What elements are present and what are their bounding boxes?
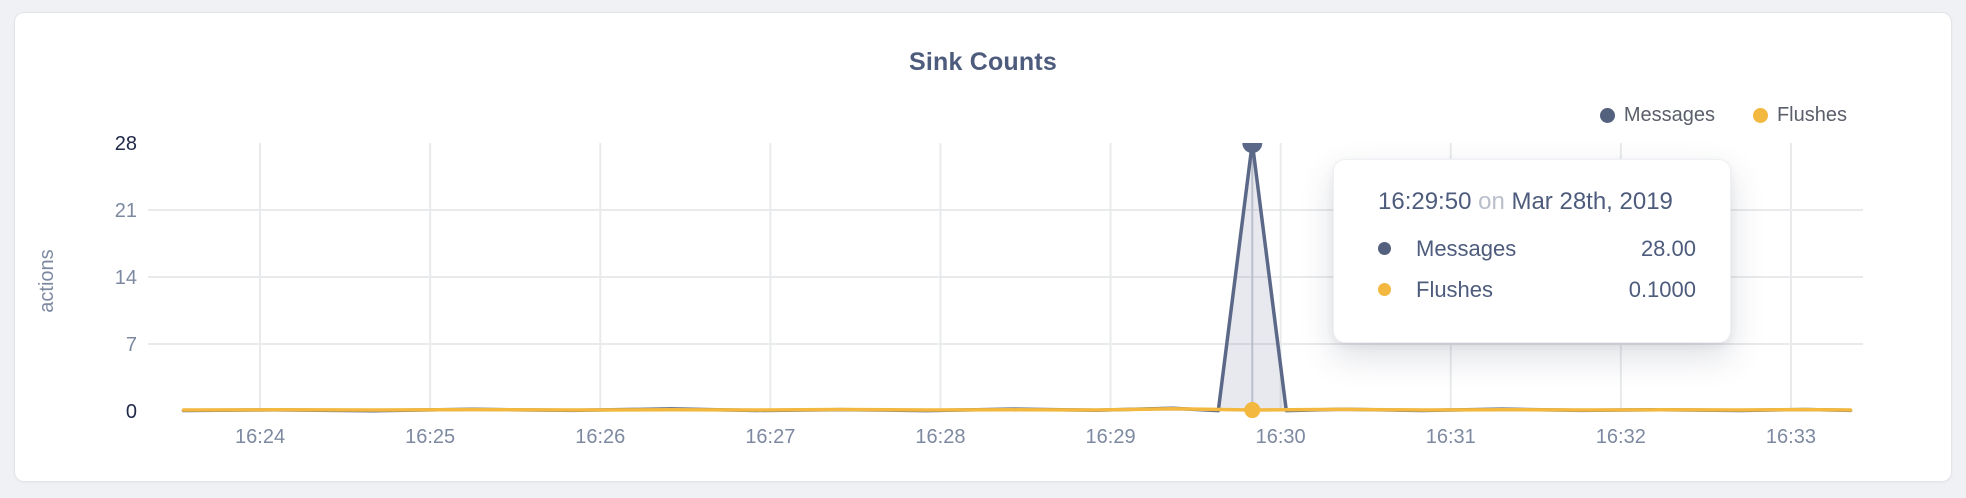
tooltip-preposition: on: [1478, 188, 1505, 215]
messages-hover-point[interactable]: [1242, 133, 1263, 153]
legend-item-messages[interactable]: Messages: [1599, 104, 1715, 127]
y-axis-title: actions: [36, 249, 58, 312]
tooltip-row: Messages 28.00: [1378, 228, 1696, 269]
x-tick-label: 16:32: [1596, 426, 1646, 448]
legend-swatch-icon: [1599, 108, 1615, 123]
x-tick-label: 16:24: [235, 426, 285, 448]
flushes-hover-point[interactable]: [1244, 402, 1261, 419]
x-tick-label: 16:26: [575, 426, 625, 448]
legend-item-flushes[interactable]: Flushes: [1752, 104, 1847, 127]
tooltip-series-value: 0.1000: [1628, 276, 1696, 302]
y-tick-label: 0: [126, 401, 137, 423]
flushes-line: [181, 406, 1853, 412]
tooltip-date: Mar 28th, 2019: [1511, 188, 1673, 215]
tooltip-series-label: Messages: [1416, 235, 1517, 261]
tooltip-swatch-icon: [1378, 283, 1391, 296]
y-tick-label: 7: [126, 334, 137, 356]
x-tick-label: 16:27: [745, 426, 795, 448]
tooltip-rows: Messages 28.00 Flushes 0.1000: [1378, 228, 1696, 310]
x-tick-label: 16:31: [1426, 426, 1476, 448]
x-tick-label: 16:29: [1086, 426, 1136, 448]
x-tick-label: 16:33: [1766, 426, 1816, 448]
tooltip-series-value: 28.00: [1640, 235, 1696, 261]
y-tick-label: 21: [115, 200, 137, 222]
x-tick-label: 16:30: [1256, 426, 1306, 448]
tooltip-timestamp: 16:29:50 on Mar 28th, 2019: [1378, 188, 1696, 216]
chart-tooltip: 16:29:50 on Mar 28th, 2019 Messages 28.00…: [1333, 159, 1731, 343]
legend-label: Messages: [1623, 104, 1715, 126]
y-tick-label: 14: [115, 267, 137, 289]
legend-label: Flushes: [1776, 104, 1847, 126]
chart-title: Sink Counts: [908, 48, 1058, 76]
tooltip-row: Flushes 0.1000: [1378, 269, 1696, 310]
chart-legend: Messages Flushes: [1599, 104, 1847, 127]
tooltip-time: 16:29:50: [1378, 188, 1472, 215]
tooltip-swatch-icon: [1378, 242, 1391, 255]
chart-card: Sink Counts Messages Flushes 0 7 14 21 28 16:2…: [14, 12, 1952, 482]
tooltip-series-label: Flushes: [1416, 276, 1494, 302]
legend-swatch-icon: [1752, 108, 1768, 123]
x-tick-label: 16:25: [405, 426, 455, 448]
y-tick-label: 28: [115, 133, 137, 155]
x-tick-label: 16:28: [915, 426, 965, 448]
